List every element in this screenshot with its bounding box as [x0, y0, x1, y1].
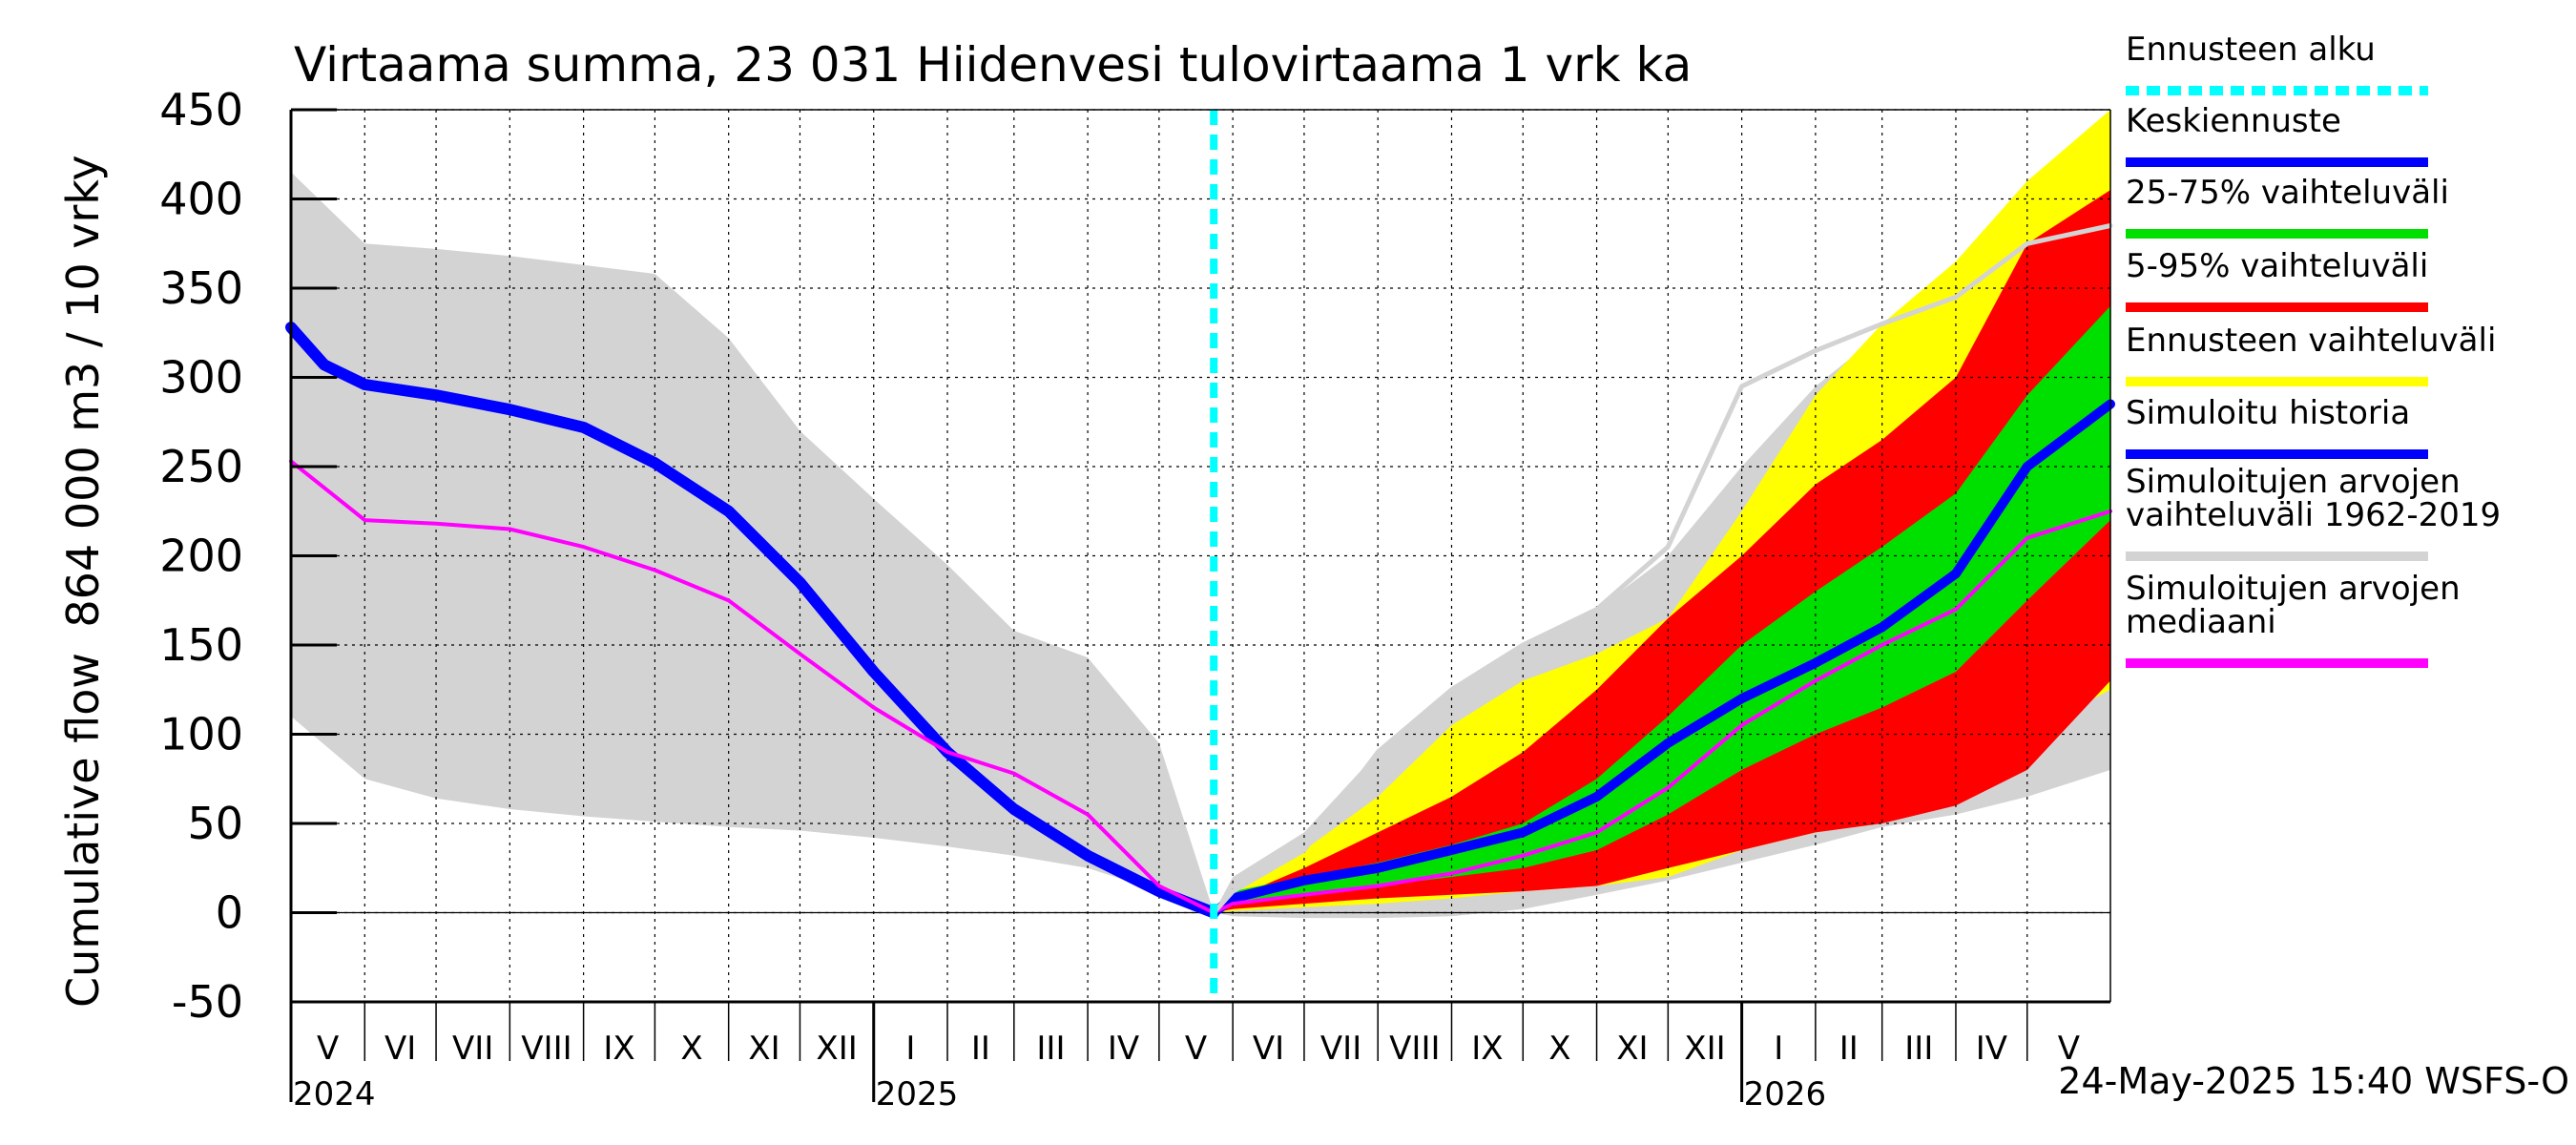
legend-label: Simuloitujen arvojen [2126, 463, 2461, 501]
x-tick-label-month: VIII [1389, 1030, 1440, 1068]
legend: Ennusteen alku Keskiennuste 25-75% vaihtel… [2126, 31, 2501, 668]
legend-label: Keskiennuste [2126, 102, 2341, 140]
x-tick-label-year: 2026 [1744, 1075, 1827, 1114]
y-axis-label-upper: 864 000 m3 / 10 vrky [57, 155, 109, 627]
x-tick-label-month: VI [1253, 1030, 1284, 1068]
legend-label: mediaani [2126, 603, 2276, 641]
x-tick-label-month: V [1185, 1030, 1207, 1068]
legend-label: 5-95% vaihteluväli [2126, 247, 2428, 285]
y-tick-label: 200 [159, 531, 243, 582]
y-tick-label: 350 [159, 262, 243, 314]
series-simuloitujen-arvojen-vaihteluv-li-1962-2019-upper- [1211, 223, 2113, 915]
series-simuloitu-historia [285, 322, 1220, 919]
x-tick-label-month: X [680, 1030, 702, 1068]
chart-title: Virtaama summa, 23 031 Hiidenvesi tulovi… [294, 37, 1692, 93]
x-tick-label-month: V [2058, 1030, 2080, 1068]
x-tick-label-month: III [1036, 1030, 1065, 1068]
y-tick-label: 400 [159, 174, 243, 225]
x-tick-label-year: 2025 [876, 1075, 959, 1114]
x-tick-label-month: XI [748, 1030, 779, 1068]
series-keskiennuste [1209, 399, 2115, 918]
x-tick-label-month: I [1774, 1030, 1783, 1068]
y-tick-label: 450 [159, 84, 243, 135]
legend-label: Simuloitujen arvojen [2126, 570, 2461, 608]
x-tick-label-month: IV [1976, 1030, 2007, 1068]
y-tick-label: 50 [187, 798, 243, 849]
x-tick-label-month: VII [1320, 1030, 1361, 1068]
legend-label: 25-75% vaihteluväli [2126, 174, 2449, 212]
legend-label: Ennusteen alku [2126, 31, 2376, 69]
x-tick-label-year: 2024 [293, 1075, 376, 1114]
x-tick-label-month: X [1548, 1030, 1570, 1068]
x-tick-label-month: VIII [521, 1030, 571, 1068]
y-tick-label: -50 [172, 976, 243, 1028]
x-tick-label-month: V [317, 1030, 339, 1068]
legend-label: Ennusteen vaihteluväli [2126, 322, 2496, 360]
x-tick-label-month: XII [816, 1030, 857, 1068]
x-tick-label-month: XII [1684, 1030, 1725, 1068]
x-tick-label-month: XI [1616, 1030, 1648, 1068]
x-tick-label-month: II [971, 1030, 990, 1068]
x-tick-label-month: II [1839, 1030, 1859, 1068]
legend-label: Simuloitu historia [2126, 394, 2410, 432]
x-tick-label-month: III [1904, 1030, 1933, 1068]
y-tick-label: 250 [159, 441, 243, 492]
x-tick-label-month: IX [603, 1030, 634, 1068]
x-tick-label-month: I [905, 1030, 915, 1068]
y-tick-label: 0 [216, 887, 243, 939]
y-tick-label: 100 [159, 709, 243, 760]
y-axis-label-lower: Cumulative flow [57, 653, 109, 1008]
band-5-95-vaihteluv-li [1214, 190, 2110, 913]
x-tick-label-month: VII [452, 1030, 493, 1068]
x-tick-label-month: IX [1471, 1030, 1503, 1068]
footer-timestamp: 24-May-2025 15:40 WSFS-O [2058, 1060, 2569, 1102]
y-tick-label: 300 [159, 352, 243, 404]
y-tick-label: 150 [159, 619, 243, 671]
legend-label: vaihteluväli 1962-2019 [2126, 496, 2501, 534]
plot-area [285, 109, 2115, 1003]
x-tick-label-month: IV [1108, 1030, 1139, 1068]
x-tick-label-month: VI [384, 1030, 416, 1068]
